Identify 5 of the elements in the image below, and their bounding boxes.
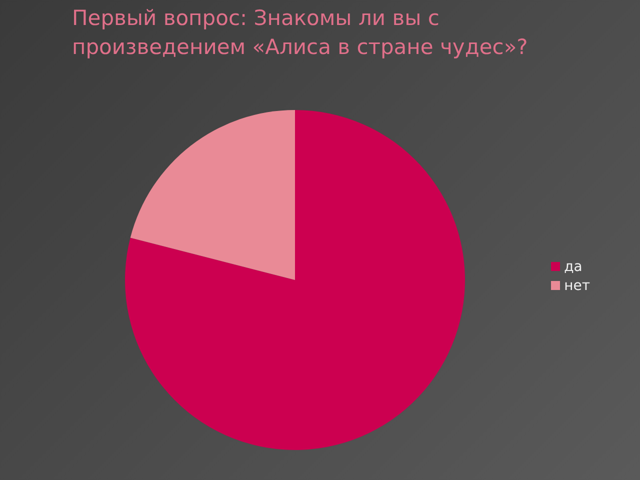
pie-slice <box>125 110 465 450</box>
legend-label: да <box>564 259 582 275</box>
pie-slice <box>130 110 295 280</box>
legend-label: нет <box>564 278 590 294</box>
chart-title: Первый вопрос: Знакомы ли вы с произведением «Алиса в стране чудес»? <box>72 5 529 61</box>
